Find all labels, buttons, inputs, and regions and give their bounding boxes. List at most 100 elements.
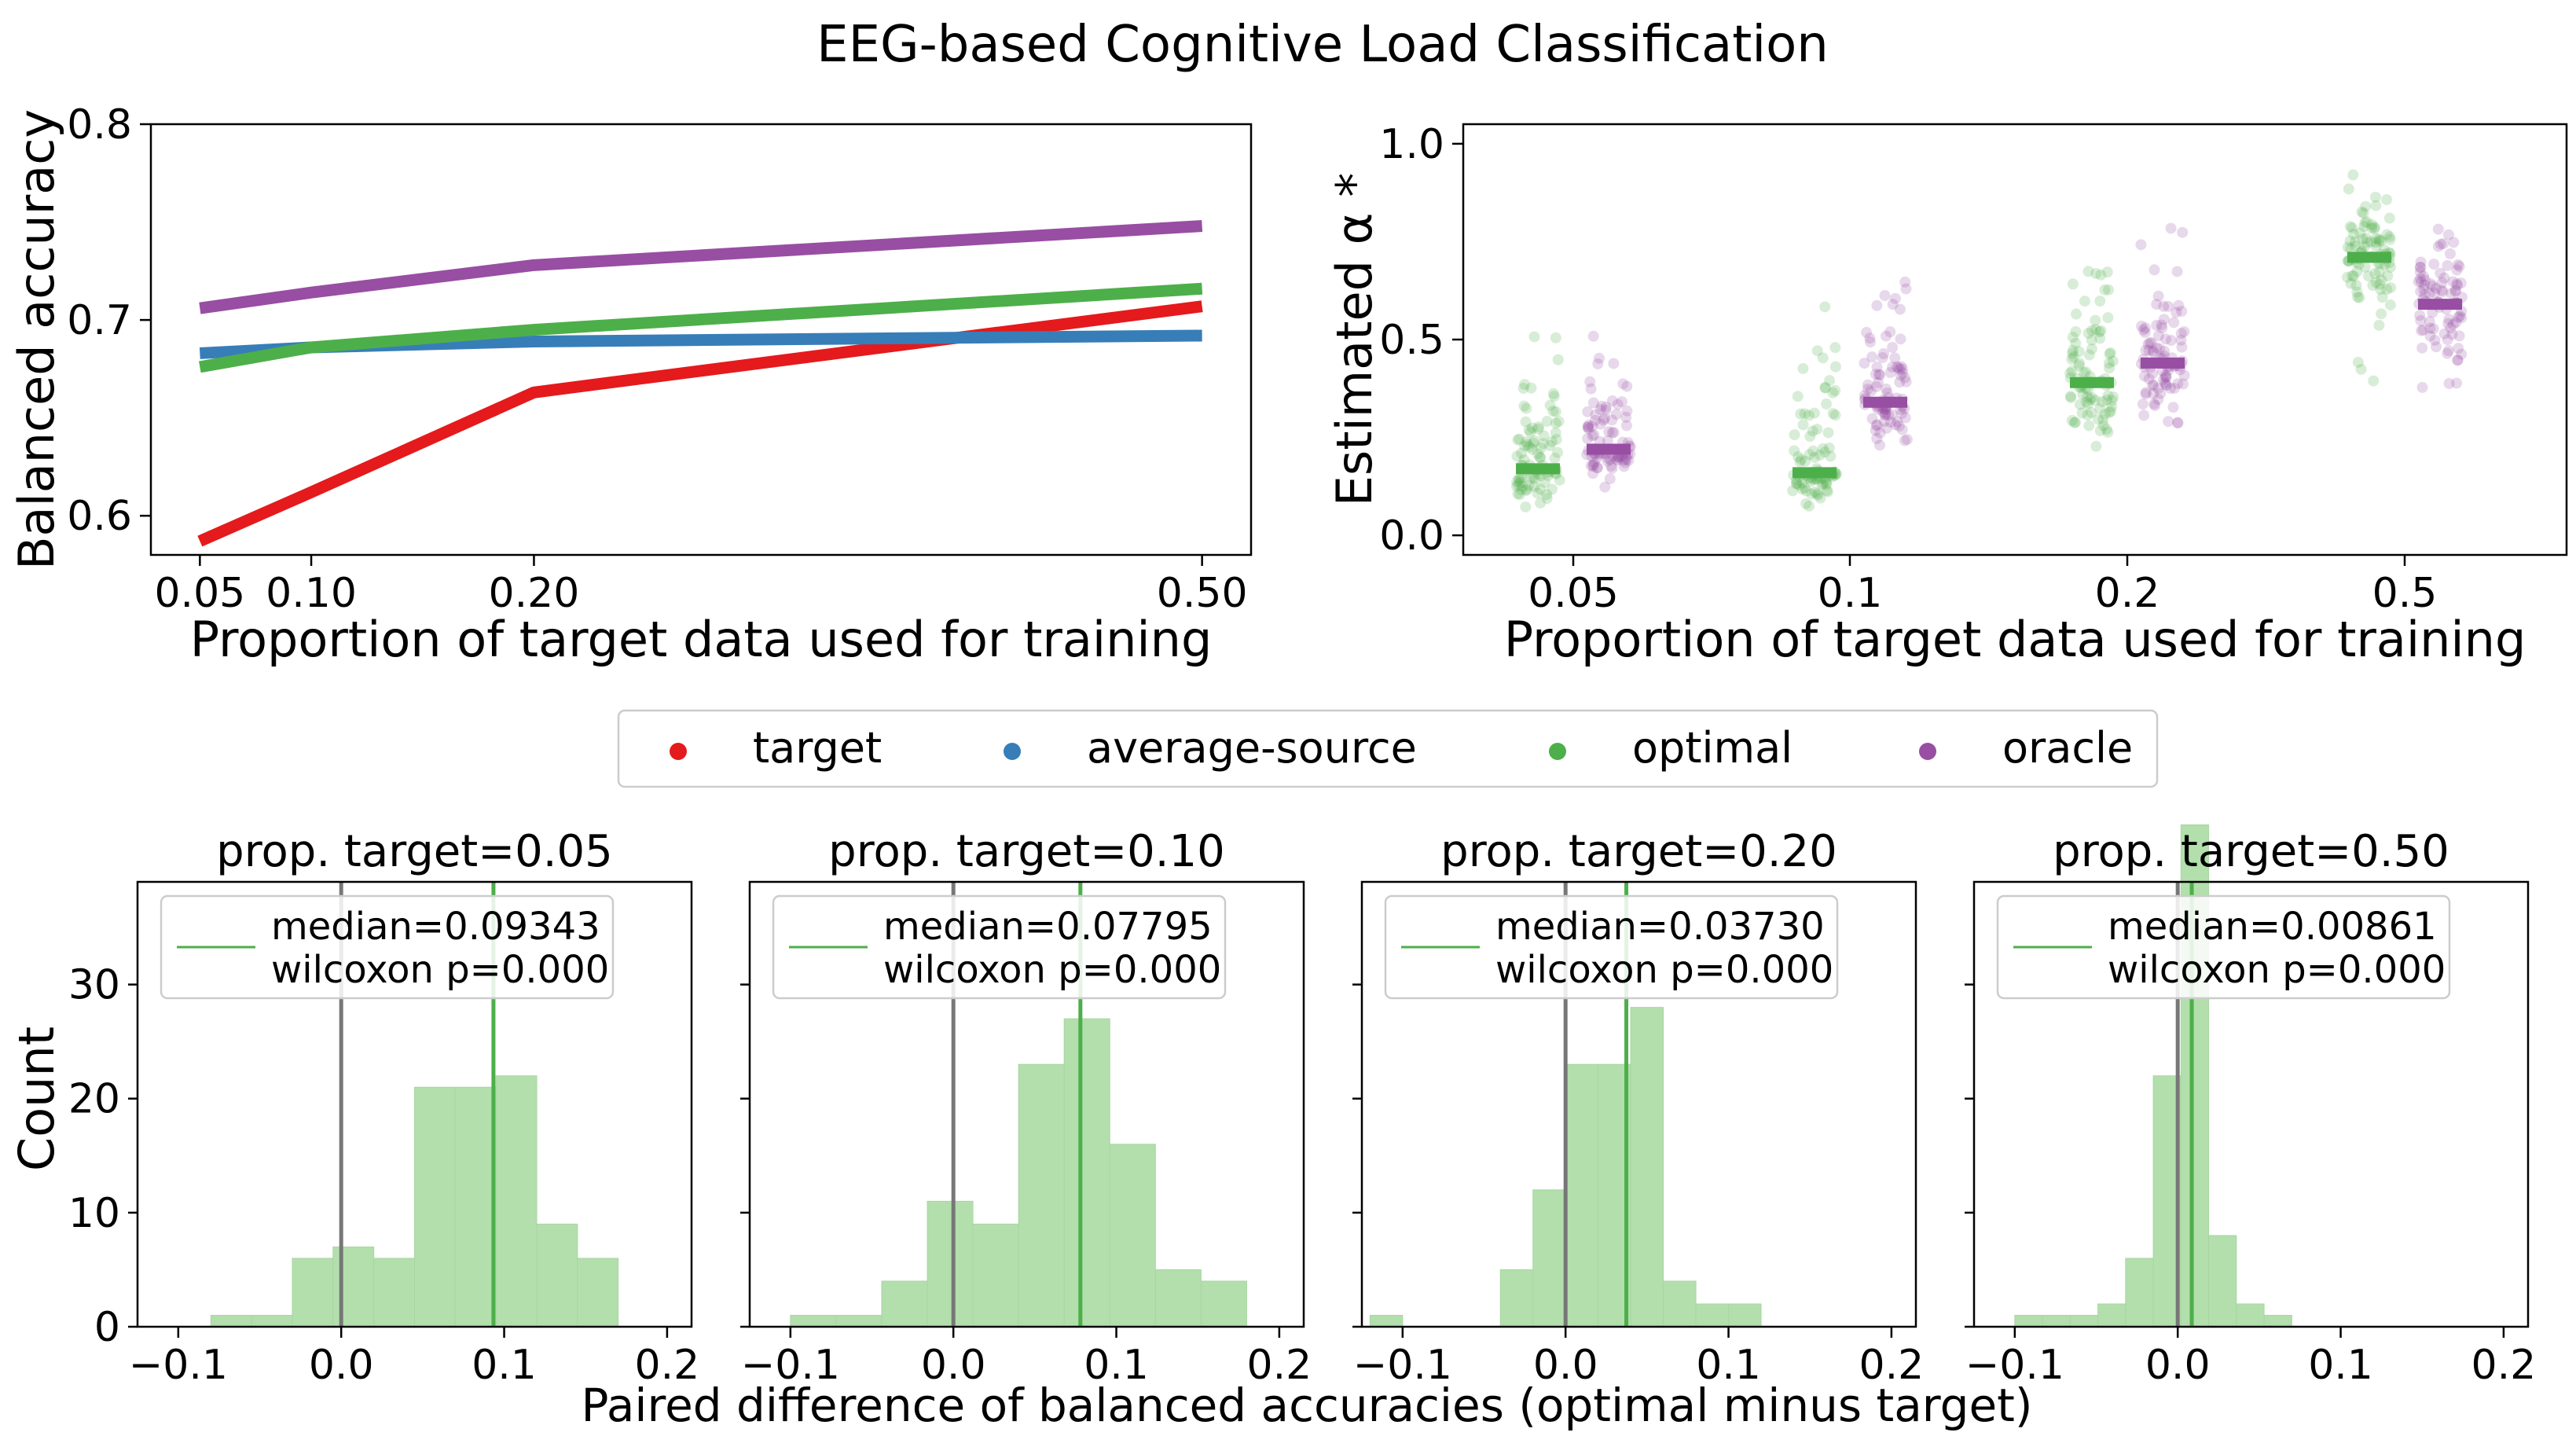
alpha-point-optimal [1807,445,1819,457]
alpha-point-oracle [1899,412,1911,424]
histogram-xtick-label: −0.1 [1965,1342,2064,1389]
histogram-median-label: median=0.03730 [1495,905,1825,949]
alpha-point-optimal [2086,406,2097,418]
alpha-point-oracle [1899,435,1910,446]
alpha-point-oracle [2445,322,2457,334]
strip-chart-ylabel: Estimated α * [1326,173,1383,507]
alpha-point-optimal [1541,415,1553,427]
alpha-point-optimal [2365,236,2377,248]
alpha-point-oracle [1603,426,1615,438]
alpha-point-optimal [2343,183,2354,195]
alpha-point-oracle [2427,281,2438,292]
alpha-point-oracle [1884,326,1896,338]
alpha-point-optimal [2102,312,2114,324]
alpha-point-oracle [2427,323,2439,335]
alpha-point-optimal [1827,408,1839,420]
line-chart-xtick-label: 0.05 [154,570,245,617]
alpha-point-optimal [1526,422,1538,434]
alpha-point-optimal [1524,441,1536,453]
strip-chart-ytick-label: 0.5 [1379,317,1444,364]
histogram-legend-box [160,894,615,1000]
alpha-point-oracle [1582,421,1594,433]
alpha-point-optimal [2099,409,2111,421]
alpha-point-optimal [2074,358,2086,369]
histogram-xtick-label: −0.1 [1353,1342,1452,1389]
alpha-point-oracle [2178,369,2190,381]
alpha-point-oracle [1610,409,1622,421]
alpha-point-oracle [1895,333,1906,345]
alpha-point-optimal [1550,427,1561,439]
alpha-point-oracle [2148,347,2160,358]
alpha-point-optimal [1817,352,1829,364]
alpha-point-oracle [1591,462,1603,474]
alpha-point-oracle [2436,277,2448,288]
alpha-point-optimal [2347,169,2359,181]
histogram-ytick-label: 20 [68,1076,120,1123]
alpha-point-oracle [1600,404,1612,416]
alpha-point-oracle [2449,285,2461,296]
alpha-point-optimal [1550,406,1561,417]
alpha-point-oracle [1864,332,1876,344]
alpha-point-optimal [2067,344,2079,356]
histogram-legend-box [772,894,1227,1000]
alpha-point-oracle [2160,372,2172,384]
alpha-point-oracle [2428,258,2440,270]
alpha-point-optimal [2384,262,2396,274]
alpha-point-optimal [1809,486,1821,498]
alpha-point-oracle [1894,363,1906,375]
alpha-point-oracle [1620,420,1632,432]
alpha-point-optimal [2373,235,2385,247]
histogram-xtick-label: 0.1 [1696,1342,1761,1389]
alpha-point-optimal [2086,334,2097,346]
alpha-point-optimal [1528,473,1540,485]
alpha-point-optimal [1795,408,1807,420]
alpha-point-optimal [2102,390,2114,402]
alpha-point-optimal [1528,437,1539,449]
alpha-point-oracle [2140,344,2152,356]
alpha-point-oracle [2171,266,2183,277]
alpha-point-oracle [2456,312,2468,324]
alpha-point-oracle [1885,417,1897,428]
alpha-point-optimal [1534,451,1546,463]
alpha-point-optimal [2373,266,2385,278]
alpha-point-oracle [1870,369,1882,380]
alpha-point-oracle [2424,316,2435,328]
alpha-point-optimal [1525,382,1537,394]
alpha-point-optimal [2374,278,2386,290]
alpha-point-oracle [2175,334,2187,346]
histogram-frame [1972,880,2530,1328]
histogram-legend-box [1384,894,1839,1000]
alpha-point-oracle [2142,338,2154,350]
alpha-point-optimal [2356,206,2368,218]
histogram-bar [292,1258,334,1328]
histogram-bar [251,1314,293,1328]
histogram-ytick-label: 10 [68,1190,120,1237]
alpha-point-oracle [1584,376,1596,387]
alpha-point-optimal [2082,409,2093,421]
alpha-point-oracle [2431,341,2442,353]
histogram-title: prop. target=0.20 [1440,826,1837,877]
histogram-bar [2042,1314,2071,1328]
strip-chart-xtick-label: 0.1 [1818,570,1883,617]
alpha-point-optimal [1521,483,1532,495]
alpha-point-oracle [1894,376,1906,388]
alpha-point-optimal [1537,438,1549,450]
alpha-point-optimal [1527,471,1539,483]
alpha-point-oracle [1879,290,1891,302]
alpha-point-oracle [1596,400,1608,412]
alpha-point-optimal [2078,367,2090,379]
alpha-point-oracle [2442,347,2453,359]
alpha-point-optimal [2381,284,2393,296]
alpha-point-optimal [1815,492,1826,504]
alpha-point-oracle [2442,345,2454,357]
alpha-point-optimal [2086,325,2098,336]
alpha-point-optimal [1797,362,1809,374]
alpha-point-oracle [1591,452,1603,464]
alpha-point-optimal [1797,419,1809,431]
alpha-point-optimal [1525,426,1536,438]
alpha-point-optimal [2070,417,2082,428]
alpha-point-optimal [1819,446,1831,458]
alpha-point-oracle [2453,330,2465,342]
histogram-bar [536,1223,578,1328]
alpha-point-oracle [2435,267,2446,279]
